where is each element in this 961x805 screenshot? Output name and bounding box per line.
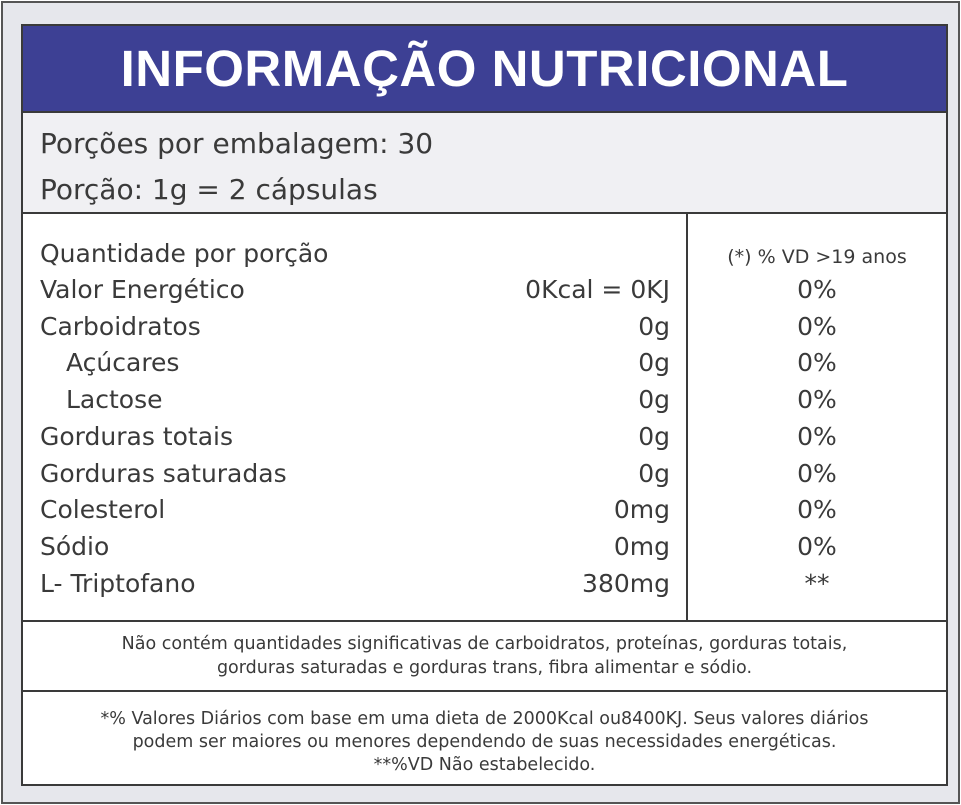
nutrient-vd: 0% [797,348,837,378]
nutrition-facts-table: INFORMAÇÃO NUTRICIONAL Porções por embal… [21,24,948,786]
nutrient-amount: 0mg [613,531,670,561]
nutrient-name: Colesterol [40,495,166,525]
serving-size: Porção: 1g = 2 cápsulas [40,173,378,206]
footnote-line: podem ser maiores ou menores dependendo … [132,732,837,752]
nutrient-amount: 0Kcal = 0KJ [525,275,670,304]
table-row: Açúcares 0g 0% [23,345,946,381]
column-divider [686,214,688,620]
nutrient-name: L- Triptofano [40,568,196,598]
nutrient-amount: 0g [638,348,670,378]
table-row: Lactose 0g 0% [23,382,946,418]
nutrient-name: Valor Energético [40,275,245,304]
nutrient-name: Sódio [40,531,110,561]
serving-info: Porções por embalagem: 30 Porção: 1g = 2… [23,113,946,214]
nutrient-name: Lactose [66,385,163,415]
nutrient-name: Gorduras saturadas [40,458,287,488]
footnote-daily-values: *% Valores Diários com base em uma dieta… [23,692,946,784]
table-row: L- Triptofano 380mg ** [23,566,946,602]
footnote-line: Não contém quantidades significativas de… [121,634,848,654]
label-title: INFORMAÇÃO NUTRICIONAL [23,26,946,113]
footnote-line: gorduras saturadas e gorduras trans, fib… [216,658,753,678]
table-row: Carboidratos 0g 0% [23,309,946,345]
nutrient-vd: 0% [797,458,837,488]
servings-per-package: Porções por embalagem: 30 [40,127,434,160]
nutrient-vd: 0% [797,531,837,561]
nutrient-vd: 0% [797,275,837,304]
table-header-row: Quantidade por porção (*) % VD >19 anos [23,236,946,272]
footnote-line: *% Valores Diários com base em uma dieta… [100,709,869,729]
nutrient-table: Quantidade por porção (*) % VD >19 anos … [23,214,946,622]
table-row: Gorduras saturadas 0g 0% [23,456,946,492]
table-row: Sódio 0mg 0% [23,529,946,565]
nutrient-amount: 0g [638,385,670,415]
nutrient-amount: 0g [638,421,670,451]
nutrient-amount: 0g [638,458,670,488]
nutrient-name: Açúcares [66,348,180,378]
nutrient-name: Gorduras totais [40,421,233,451]
nutrient-amount: 380mg [582,568,670,598]
footnote-line: **%VD Não estabelecido. [373,755,596,775]
vd-header: (*) % VD >19 anos [727,246,907,268]
nutrient-vd: 0% [797,385,837,415]
nutrient-amount: 0mg [613,495,670,525]
table-row: Colesterol 0mg 0% [23,492,946,528]
nutrient-vd: 0% [797,495,837,525]
table-row: Gorduras totais 0g 0% [23,419,946,455]
nutrient-vd: 0% [797,311,837,341]
nutrient-vd: 0% [797,421,837,451]
nutrient-amount: 0g [638,311,670,341]
nutrient-name: Carboidratos [40,311,201,341]
quantity-header: Quantidade por porção [40,239,329,268]
footnote-not-significant: Não contém quantidades significativas de… [23,622,946,692]
nutrient-vd: ** [804,568,830,598]
table-row: Valor Energético 0Kcal = 0KJ 0% [23,272,946,308]
